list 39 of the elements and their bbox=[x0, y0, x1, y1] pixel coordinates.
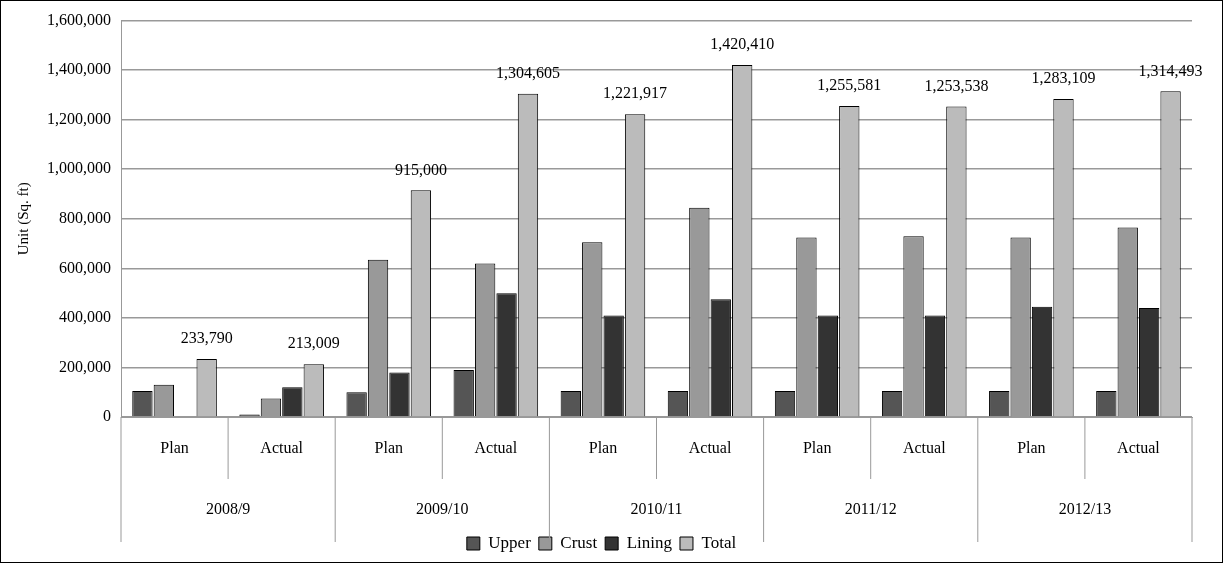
x-tick-label: Actual bbox=[902, 438, 947, 456]
data-label: 1,420,410 bbox=[710, 35, 775, 53]
x-tick-label: Actual bbox=[474, 438, 518, 456]
x-tick-label: Actual bbox=[688, 438, 732, 456]
x-tick-label: Plan bbox=[374, 438, 403, 456]
data-label: 1,283,109 bbox=[1031, 69, 1096, 87]
x-tick-label: Plan bbox=[1017, 438, 1046, 456]
x-tick-label: Plan bbox=[160, 438, 189, 456]
x-tick-label: Plan bbox=[802, 438, 832, 456]
text: 2009/10 bbox=[416, 500, 469, 518]
y-tick-label: 1,000,000 bbox=[47, 159, 111, 177]
data-label: 1,304,605 bbox=[495, 63, 560, 81]
data-label: 1,314,493 bbox=[1138, 61, 1203, 79]
text: 2008/9 bbox=[205, 500, 251, 518]
data-label: 233,790 bbox=[180, 329, 233, 347]
text: 2010/11 bbox=[630, 500, 683, 518]
x-tick-label: Actual bbox=[260, 438, 304, 456]
legend-label: Upper bbox=[488, 532, 532, 552]
text: 2012/13 bbox=[1058, 500, 1112, 518]
y-tick-label: 600,000 bbox=[59, 258, 111, 276]
y-tick-label: 200,000 bbox=[59, 357, 111, 375]
legend-label: Lining bbox=[626, 532, 673, 552]
y-tick-label: 0 bbox=[103, 407, 111, 425]
y-tick-label: 1,600,000 bbox=[47, 10, 111, 28]
data-label: 1,255,581 bbox=[817, 76, 882, 94]
data-label: 213,009 bbox=[287, 334, 340, 352]
y-tick-label: 1,200,000 bbox=[47, 109, 111, 127]
x-tick-label: Plan bbox=[588, 438, 618, 456]
x-tick-label: Actual bbox=[1117, 438, 1161, 456]
data-label: 1,221,917 bbox=[603, 84, 668, 102]
legend-label: Total bbox=[701, 532, 737, 552]
y-axis-title: Unit (Sq. ft) bbox=[14, 182, 32, 256]
legend-label: Crust bbox=[560, 532, 598, 552]
y-tick-label: 400,000 bbox=[59, 308, 111, 326]
data-label: 1,253,538 bbox=[924, 76, 989, 94]
y-tick-label: 800,000 bbox=[59, 209, 111, 226]
data-label: 915,000 bbox=[394, 160, 447, 178]
text: 2011/12 bbox=[844, 500, 897, 518]
y-tick-label: 1,400,000 bbox=[47, 60, 111, 78]
